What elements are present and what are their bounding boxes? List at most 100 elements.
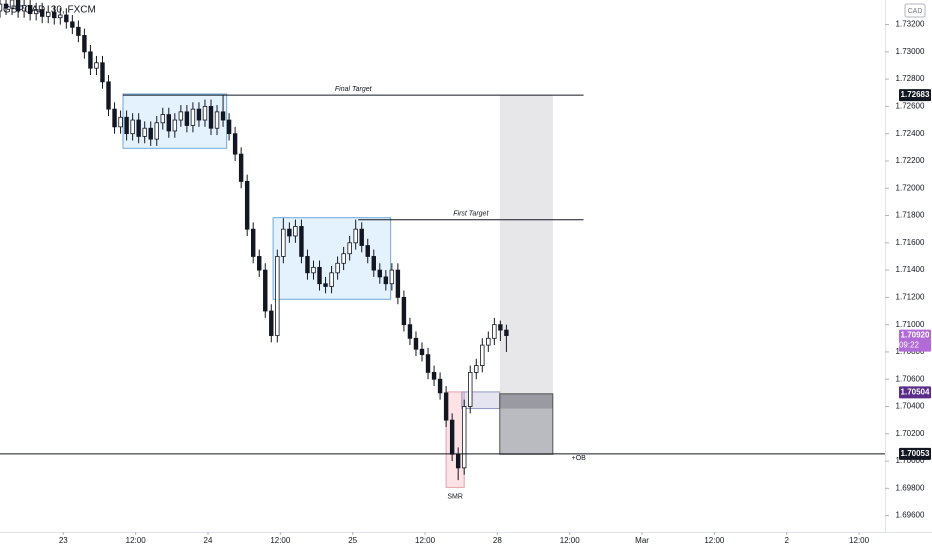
candle-body: [377, 269, 383, 278]
price-label-box: [899, 386, 931, 399]
candle-body: [281, 228, 286, 257]
candle-body: [407, 324, 413, 339]
candle-body: [425, 354, 431, 373]
candle-body: [401, 296, 407, 326]
level-label: First Target: [453, 211, 489, 218]
candle-body: [365, 245, 370, 257]
candle-body: [166, 114, 172, 132]
candle-body: [287, 228, 292, 237]
y-tick-label: 1.73200: [896, 20, 925, 29]
candle-body: [347, 242, 352, 255]
candle-body: [27, 5, 33, 15]
candle-body: [220, 111, 226, 121]
candle-body: [226, 119, 232, 135]
candle-body: [492, 324, 497, 339]
x-tick-label: 28: [493, 536, 502, 545]
candle-body: [94, 62, 99, 69]
candle-body: [474, 365, 479, 373]
candle-body: [184, 111, 190, 126]
candle-body: [353, 228, 358, 244]
price-label: 1.70920: [901, 331, 930, 340]
candle-body: [395, 269, 401, 298]
candle-body: [202, 106, 208, 121]
candle-body: [148, 127, 153, 140]
candle-body: [39, 9, 45, 17]
symbol-title: GBPCAD, 30, FXCM: [3, 5, 96, 16]
x-tick-label: 2: [785, 536, 790, 545]
candle-body: [323, 283, 328, 287]
candle-body: [9, 0, 15, 9]
candle-body: [112, 108, 117, 128]
candle-body: [208, 106, 214, 129]
x-tick-label: 12:00: [849, 536, 870, 545]
candle-body: [371, 256, 376, 271]
candle-body: [0, 3, 3, 12]
candle-body: [3, 3, 9, 9]
candle-body: [160, 114, 165, 124]
y-tick-label: 1.72600: [896, 102, 925, 111]
y-tick-label: 1.71800: [896, 211, 925, 220]
y-tick-label: 1.70400: [896, 402, 925, 411]
y-tick-label: 1.73000: [896, 47, 925, 56]
candle-body: [329, 272, 334, 287]
x-tick-label: 12:00: [704, 536, 725, 545]
currency-box: [904, 3, 926, 18]
candle-body: [154, 122, 159, 140]
zone: [461, 391, 501, 410]
price-label-box: [899, 89, 931, 102]
candle-body: [359, 228, 364, 246]
y-tick-label: 1.70600: [896, 374, 925, 383]
candle-body: [88, 51, 93, 69]
y-tick-label: 1.72800: [896, 74, 925, 83]
candle-body: [455, 453, 461, 469]
y-tick-label: 1.69600: [896, 511, 925, 520]
y-tick-label: 1.71400: [896, 265, 925, 274]
candle-body: [136, 119, 141, 137]
zone: [499, 393, 554, 455]
zone: [499, 95, 553, 394]
candle-body: [257, 256, 262, 271]
currency: CAD: [908, 8, 923, 15]
candle-body: [317, 266, 322, 285]
y-tick-label: 1.71200: [896, 292, 925, 301]
candle-body: [498, 324, 503, 331]
candle-body: [244, 181, 250, 230]
candle-body: [21, 5, 27, 12]
candle-body: [196, 108, 202, 121]
annotations: Final Target First Target SMR +OB: [0, 86, 885, 500]
candle-body: [64, 14, 69, 23]
candle-body: [124, 116, 129, 135]
level-label: Final Target: [335, 86, 373, 93]
candle-body: [486, 337, 491, 346]
zone: [499, 393, 553, 409]
y-tick-label: 1.72400: [896, 129, 925, 138]
y-tick-label: 1.71000: [896, 320, 925, 329]
candles: [0, 0, 509, 481]
candle-body: [178, 111, 184, 121]
price-label: 1.70053: [901, 449, 930, 458]
price-label-box: [899, 447, 931, 460]
annotation-text: +OB: [572, 455, 587, 462]
candle-body: [190, 108, 196, 126]
candle-body: [142, 127, 147, 137]
candle-body: [15, 0, 21, 12]
y-tick-label: 1.72200: [896, 156, 925, 165]
candle-body: [383, 276, 389, 285]
y-tick-label: 1.70200: [896, 429, 925, 438]
candle-body: [461, 406, 467, 469]
candle-body: [269, 310, 274, 336]
price-label: 1.70504: [901, 387, 930, 396]
candle-body: [413, 337, 419, 350]
candle-body: [33, 9, 39, 15]
candle-body: [275, 256, 280, 336]
candle-body: [480, 344, 485, 366]
candle-body: [100, 62, 105, 83]
candle-body: [263, 269, 268, 312]
candle-body: [449, 419, 455, 455]
x-tick-label: 25: [348, 536, 357, 545]
candle-body: [293, 226, 298, 237]
candle-body: [232, 133, 238, 155]
candle-body: [52, 11, 57, 19]
candle-body: [238, 153, 244, 182]
